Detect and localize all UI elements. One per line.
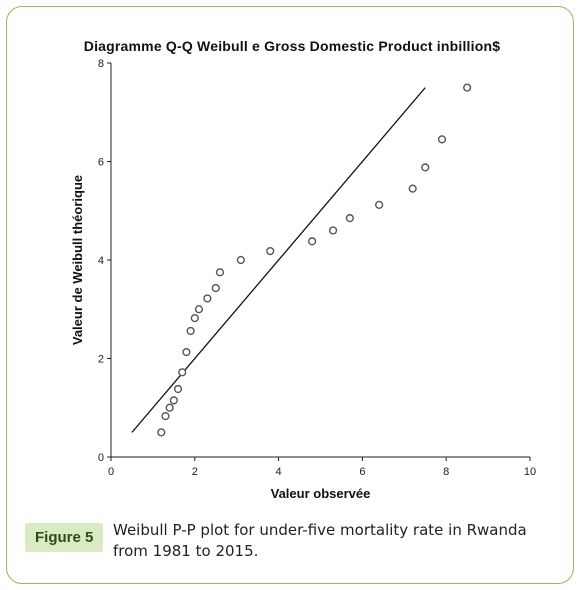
- data-point: [182, 347, 191, 357]
- y-axis-label: Valeur de Weibull théorique: [70, 175, 85, 345]
- x-tick-label: 8: [443, 466, 449, 478]
- data-point: [236, 255, 245, 265]
- data-point: [157, 428, 166, 437]
- data-point: [421, 163, 430, 172]
- data-point: [173, 384, 183, 394]
- data-point: [266, 247, 275, 256]
- x-tick-label: 2: [192, 466, 198, 478]
- y-tick-label: 2: [98, 354, 104, 366]
- data-point: [308, 237, 317, 246]
- data-point: [161, 412, 170, 421]
- data-point: [194, 305, 204, 314]
- data-point: [408, 184, 417, 193]
- ticks: 0 2 4 6 8 10 0 2 4 6 8: [98, 58, 536, 478]
- chart-title: Diagramme Q-Q Weibull e Gross Domestic P…: [83, 38, 501, 54]
- y-tick-label: 0: [98, 452, 104, 464]
- data-points: [157, 83, 472, 437]
- data-point: [178, 368, 187, 377]
- x-tick-label: 6: [359, 466, 365, 478]
- data-point: [463, 83, 472, 92]
- data-point: [165, 403, 174, 412]
- data-point: [169, 396, 178, 405]
- figure-caption: Weibull P-P plot for under-five mortalit…: [113, 521, 527, 560]
- data-point: [186, 326, 195, 336]
- figure-badge: Figure 5: [25, 523, 104, 552]
- data-point: [345, 214, 354, 223]
- y-tick-label: 4: [98, 255, 104, 267]
- data-point: [215, 268, 225, 277]
- x-axis-label: Valeur observée: [271, 486, 371, 501]
- x-tick-label: 10: [524, 466, 536, 478]
- reference-line: [131, 87, 426, 433]
- data-point: [203, 294, 212, 303]
- data-point: [211, 283, 220, 293]
- data-point: [437, 135, 447, 144]
- data-point: [375, 200, 384, 209]
- figure-card: [6, 6, 574, 584]
- x-tick-label: 4: [276, 466, 282, 478]
- data-point: [328, 226, 338, 235]
- y-tick-label: 6: [98, 157, 104, 169]
- data-point: [190, 314, 199, 323]
- y-tick-label: 8: [98, 58, 104, 70]
- x-tick-label: 0: [108, 466, 114, 478]
